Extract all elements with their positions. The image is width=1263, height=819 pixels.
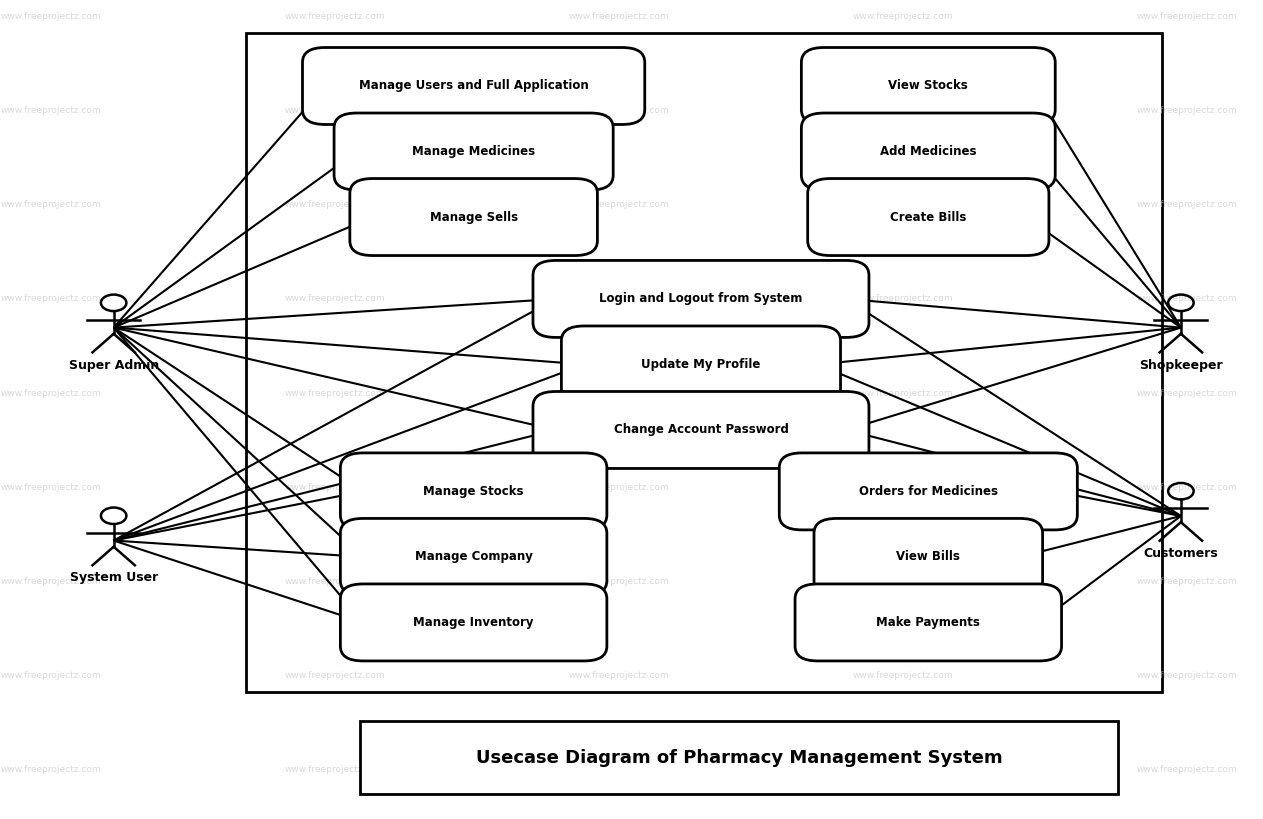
Text: www.freeprojectz.com: www.freeprojectz.com [0,483,101,491]
Text: System User: System User [69,572,158,585]
Text: Manage Company: Manage Company [414,550,533,563]
Text: www.freeprojectz.com: www.freeprojectz.com [1137,766,1238,774]
Text: www.freeprojectz.com: www.freeprojectz.com [1137,12,1238,20]
FancyBboxPatch shape [813,518,1042,595]
FancyBboxPatch shape [561,326,840,403]
Text: www.freeprojectz.com: www.freeprojectz.com [1137,577,1238,586]
Text: Login and Logout from System: Login and Logout from System [599,292,803,305]
FancyBboxPatch shape [340,453,606,530]
Text: Shopkeeper: Shopkeeper [1139,359,1223,372]
Text: www.freeprojectz.com: www.freeprojectz.com [284,483,385,491]
Text: View Stocks: View Stocks [888,79,969,93]
Text: www.freeprojectz.com: www.freeprojectz.com [0,295,101,303]
Text: Manage Users and Full Application: Manage Users and Full Application [359,79,589,93]
Text: View Bills: View Bills [897,550,960,563]
Text: www.freeprojectz.com: www.freeprojectz.com [568,106,669,115]
Text: www.freeprojectz.com: www.freeprojectz.com [284,766,385,774]
Text: Create Bills: Create Bills [890,210,966,224]
Text: Usecase Diagram of Pharmacy Management System: Usecase Diagram of Pharmacy Management S… [476,749,1002,767]
Text: Orders for Medicines: Orders for Medicines [859,485,998,498]
FancyBboxPatch shape [340,584,606,661]
Text: www.freeprojectz.com: www.freeprojectz.com [568,766,669,774]
FancyBboxPatch shape [808,179,1048,256]
Text: Customers: Customers [1143,547,1219,560]
Text: www.freeprojectz.com: www.freeprojectz.com [568,389,669,397]
Text: www.freeprojectz.com: www.freeprojectz.com [0,201,101,209]
FancyBboxPatch shape [533,391,869,468]
Text: www.freeprojectz.com: www.freeprojectz.com [853,12,954,20]
Text: www.freeprojectz.com: www.freeprojectz.com [0,106,101,115]
Text: www.freeprojectz.com: www.freeprojectz.com [568,483,669,491]
Text: Add Medicines: Add Medicines [880,145,976,158]
Text: Change Account Password: Change Account Password [614,423,788,437]
Text: www.freeprojectz.com: www.freeprojectz.com [853,201,954,209]
FancyBboxPatch shape [360,721,1118,794]
Text: www.freeprojectz.com: www.freeprojectz.com [568,295,669,303]
FancyBboxPatch shape [333,113,613,190]
Text: www.freeprojectz.com: www.freeprojectz.com [853,389,954,397]
FancyBboxPatch shape [801,113,1055,190]
Text: Update My Profile: Update My Profile [642,358,760,371]
Text: www.freeprojectz.com: www.freeprojectz.com [568,672,669,680]
Text: www.freeprojectz.com: www.freeprojectz.com [853,672,954,680]
FancyBboxPatch shape [801,48,1055,124]
Text: www.freeprojectz.com: www.freeprojectz.com [0,12,101,20]
Text: www.freeprojectz.com: www.freeprojectz.com [568,201,669,209]
Text: Super Admin: Super Admin [68,359,159,372]
FancyBboxPatch shape [350,179,597,256]
Text: www.freeprojectz.com: www.freeprojectz.com [853,483,954,491]
Text: Manage Medicines: Manage Medicines [412,145,536,158]
FancyBboxPatch shape [779,453,1077,530]
Text: www.freeprojectz.com: www.freeprojectz.com [853,295,954,303]
Text: Manage Stocks: Manage Stocks [423,485,524,498]
Text: www.freeprojectz.com: www.freeprojectz.com [0,577,101,586]
Text: www.freeprojectz.com: www.freeprojectz.com [1137,295,1238,303]
Text: www.freeprojectz.com: www.freeprojectz.com [284,295,385,303]
Text: www.freeprojectz.com: www.freeprojectz.com [0,389,101,397]
Text: www.freeprojectz.com: www.freeprojectz.com [0,672,101,680]
Text: www.freeprojectz.com: www.freeprojectz.com [284,12,385,20]
Text: Manage Inventory: Manage Inventory [413,616,534,629]
Text: www.freeprojectz.com: www.freeprojectz.com [1137,106,1238,115]
Text: www.freeprojectz.com: www.freeprojectz.com [0,766,101,774]
Text: www.freeprojectz.com: www.freeprojectz.com [853,766,954,774]
Text: www.freeprojectz.com: www.freeprojectz.com [1137,483,1238,491]
Text: www.freeprojectz.com: www.freeprojectz.com [284,672,385,680]
Text: www.freeprojectz.com: www.freeprojectz.com [1137,672,1238,680]
Text: Manage Sells: Manage Sells [429,210,518,224]
FancyBboxPatch shape [303,48,644,124]
FancyBboxPatch shape [340,518,606,595]
Text: www.freeprojectz.com: www.freeprojectz.com [284,106,385,115]
Text: www.freeprojectz.com: www.freeprojectz.com [284,201,385,209]
Text: www.freeprojectz.com: www.freeprojectz.com [853,106,954,115]
FancyBboxPatch shape [533,260,869,337]
Text: www.freeprojectz.com: www.freeprojectz.com [568,577,669,586]
Text: www.freeprojectz.com: www.freeprojectz.com [1137,201,1238,209]
Text: www.freeprojectz.com: www.freeprojectz.com [853,577,954,586]
Text: www.freeprojectz.com: www.freeprojectz.com [284,389,385,397]
Text: www.freeprojectz.com: www.freeprojectz.com [1137,389,1238,397]
FancyBboxPatch shape [246,33,1162,692]
FancyBboxPatch shape [796,584,1061,661]
Text: www.freeprojectz.com: www.freeprojectz.com [568,12,669,20]
Text: Make Payments: Make Payments [877,616,980,629]
Text: www.freeprojectz.com: www.freeprojectz.com [284,577,385,586]
